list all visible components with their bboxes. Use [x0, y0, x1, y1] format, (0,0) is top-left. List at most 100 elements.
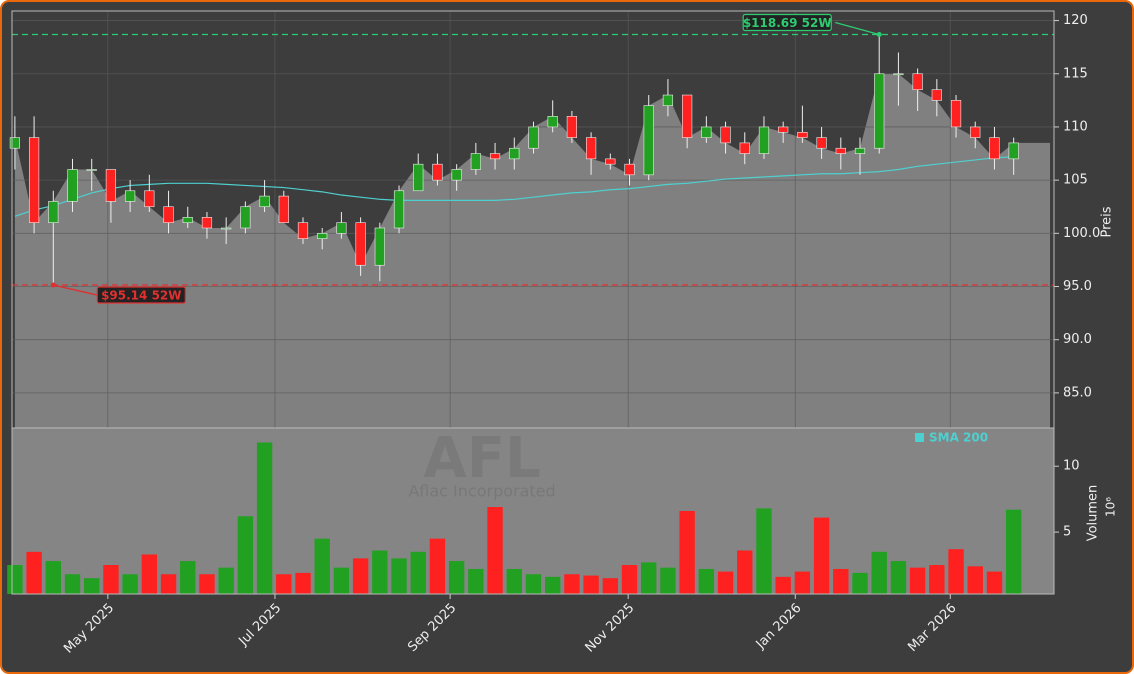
volume-bar — [621, 565, 638, 594]
volume-bar — [333, 567, 350, 594]
candle-body — [874, 73, 885, 149]
candle-body — [317, 233, 328, 239]
annotation-box — [742, 13, 832, 32]
candle-body — [144, 190, 155, 208]
candle-body — [797, 131, 808, 138]
candle-body — [509, 147, 520, 160]
y-tick-label: 85.0 — [1063, 385, 1092, 400]
sma-line — [14, 156, 1014, 217]
volume-bar — [506, 568, 522, 594]
candle-body — [566, 116, 577, 138]
candle-body — [125, 190, 136, 202]
volume-bar — [256, 442, 273, 594]
candle-body — [413, 163, 424, 192]
candle-body — [816, 137, 827, 149]
candle-body — [912, 73, 923, 91]
volume-bar — [833, 568, 849, 594]
volume-bar — [122, 574, 138, 594]
candle-body — [105, 169, 117, 202]
volume-bar — [775, 576, 791, 594]
candle-body — [720, 126, 731, 144]
candle-body — [221, 227, 232, 230]
volume-bar — [948, 549, 964, 594]
annotation-arrow — [835, 21, 880, 36]
candle-body — [67, 169, 78, 202]
volume-bar — [391, 558, 407, 594]
y-tick-label: 115 — [1063, 66, 1088, 81]
candle-body — [201, 217, 213, 229]
candle-body — [48, 201, 59, 223]
annotation-label: $118.69 52W — [743, 16, 832, 30]
volume-bar — [852, 572, 868, 594]
candle-body — [624, 163, 635, 176]
volume-bar — [295, 572, 311, 594]
watermark-company: Aflac Incorporated — [408, 482, 555, 501]
annotation-point — [876, 32, 882, 38]
volume-bar — [468, 568, 484, 594]
candle-body — [259, 195, 270, 208]
candle-body — [970, 126, 981, 138]
volume-bar — [448, 561, 465, 594]
candle-body — [1008, 142, 1019, 160]
candle-body — [739, 142, 750, 154]
volume-bar — [890, 561, 907, 594]
volume-bar — [487, 507, 503, 594]
volume-bar — [813, 517, 830, 594]
candle-body — [528, 126, 539, 149]
candle-body — [355, 222, 366, 266]
candle-body — [28, 137, 40, 223]
volume-bar — [679, 511, 695, 594]
y-tick-label: 120 — [1063, 13, 1088, 28]
y-tick-label: 10 — [1063, 459, 1080, 474]
volume-bar — [583, 575, 599, 594]
candle-body — [778, 126, 789, 133]
volume-bar — [180, 561, 196, 594]
candle-body — [605, 158, 616, 165]
volume-bar — [1005, 509, 1022, 594]
volume-bar — [429, 538, 446, 594]
y-axis-label: Preis — [1100, 206, 1115, 237]
volume-panel-frame — [11, 427, 1055, 595]
volume-bar — [103, 565, 119, 594]
candle-body — [374, 227, 385, 266]
volume-bar — [372, 550, 388, 594]
annotation-box — [96, 286, 186, 304]
candle-body — [931, 89, 942, 101]
volume-bar — [929, 565, 945, 594]
volume-bar — [967, 566, 983, 594]
candle-body — [278, 195, 289, 223]
volume-bar — [641, 562, 657, 594]
volume-bar — [410, 551, 426, 594]
legend-label: SMA 200 — [929, 431, 988, 445]
volume-bar — [660, 567, 676, 594]
candle-body — [182, 217, 193, 223]
y-tick-label: 110 — [1063, 119, 1088, 134]
y-axis-label: Volumen — [1086, 485, 1101, 542]
y-axis-scale: 10⁶ — [1104, 497, 1118, 517]
candle-body — [758, 126, 770, 154]
y-tick-label: 90.0 — [1063, 332, 1092, 347]
candle-body — [854, 147, 866, 154]
volume-bar — [871, 551, 887, 594]
y-tick-label: 100.0 — [1063, 226, 1100, 241]
volume-bar — [794, 571, 811, 594]
volume-bar — [525, 574, 542, 594]
annotation-label: $95.14 52W — [101, 289, 181, 303]
volume-bar — [237, 516, 254, 594]
candle-body — [9, 137, 20, 149]
volume-bar — [909, 567, 926, 594]
candle-body — [86, 169, 97, 171]
volume-bar — [717, 571, 734, 594]
volume-bar — [141, 554, 158, 594]
candle-body — [662, 94, 674, 106]
volume-bar — [698, 568, 715, 594]
annotation-point — [50, 282, 56, 288]
y-tick-label: 5 — [1063, 525, 1071, 540]
y-tick-label: 95.0 — [1063, 279, 1092, 294]
candle-body — [451, 169, 462, 181]
volume-bar — [602, 578, 618, 594]
volume-bar — [986, 571, 1003, 594]
volume-bar — [756, 508, 772, 594]
watermark-symbol: AFL — [423, 426, 540, 491]
